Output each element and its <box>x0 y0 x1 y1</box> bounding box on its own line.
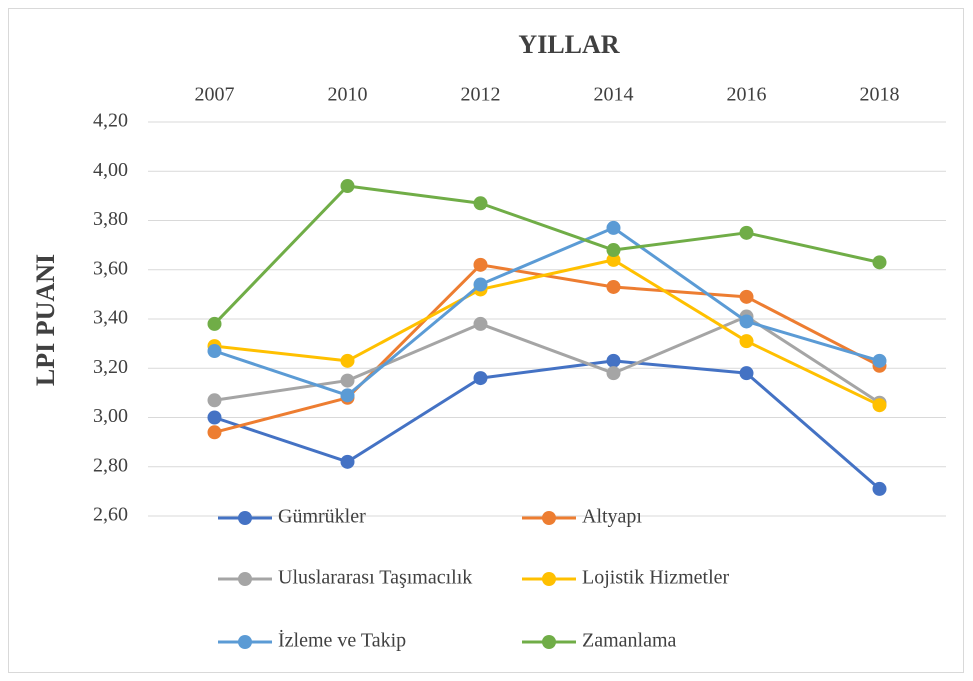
data-point <box>606 366 621 381</box>
legend-swatch <box>238 511 252 525</box>
y-axis-title: LPI PUANI <box>31 254 60 386</box>
data-point <box>207 425 222 440</box>
data-point <box>606 353 621 368</box>
data-point <box>207 410 222 425</box>
series-line <box>214 226 880 397</box>
data-point <box>340 179 355 194</box>
legend-swatch <box>542 511 556 525</box>
x-tick-label: 2010 <box>328 84 368 106</box>
data-point <box>473 316 488 331</box>
y-tick-label: 4,20 <box>93 110 128 132</box>
data-point <box>207 316 222 331</box>
data-point <box>739 366 754 381</box>
x-tick-label: 2014 <box>594 84 634 106</box>
series-line <box>213 184 880 325</box>
legend-label: Gümrükler <box>278 506 366 528</box>
data-point <box>739 314 754 329</box>
x-tick-label: 2007 <box>195 84 235 106</box>
y-tick-label: 3,20 <box>93 356 128 378</box>
legend-label: Zamanlama <box>582 630 677 652</box>
y-tick-label: 4,00 <box>93 159 128 181</box>
legend-swatch <box>542 572 556 586</box>
data-point <box>606 279 621 294</box>
data-point <box>739 225 754 240</box>
series-line <box>214 258 881 407</box>
y-tick-label: 3,80 <box>93 208 128 230</box>
data-point <box>340 373 355 388</box>
legend-label: Lojistik Hizmetler <box>582 567 730 589</box>
data-point <box>606 220 621 235</box>
x-tick-label: 2016 <box>727 84 767 106</box>
y-tick-label: 2,80 <box>93 454 128 476</box>
data-point <box>739 289 754 304</box>
legend-swatch <box>542 635 556 649</box>
chart-border <box>8 8 964 673</box>
data-point <box>340 388 355 403</box>
y-tick-label: 3,00 <box>93 405 128 427</box>
data-point <box>872 398 887 413</box>
y-tick-label: 3,40 <box>93 307 128 329</box>
data-point <box>872 255 887 270</box>
legend-swatch <box>238 635 252 649</box>
series-line <box>214 359 881 491</box>
chart-title: YILLAR <box>518 30 619 59</box>
x-tick-label: 2012 <box>461 84 501 106</box>
data-point <box>473 196 488 211</box>
legend-label: Uluslararası Taşımacılık <box>278 567 472 589</box>
data-point <box>340 454 355 469</box>
series-line <box>214 315 881 404</box>
data-point <box>872 353 887 368</box>
legend-swatch <box>238 572 252 586</box>
data-point <box>872 481 887 496</box>
data-point <box>207 393 222 408</box>
y-tick-label: 3,60 <box>93 257 128 279</box>
data-point <box>606 252 621 267</box>
data-point <box>473 257 488 272</box>
legend-label: Altyapı <box>582 506 642 528</box>
y-tick-label: 2,60 <box>93 504 128 526</box>
data-point <box>207 344 222 359</box>
x-tick-label: 2018 <box>860 84 900 106</box>
data-point <box>340 353 355 368</box>
legend-label: İzleme ve Takip <box>278 629 406 652</box>
data-point <box>473 371 488 386</box>
data-point <box>739 334 754 349</box>
data-point <box>473 277 488 292</box>
data-point <box>606 243 621 258</box>
